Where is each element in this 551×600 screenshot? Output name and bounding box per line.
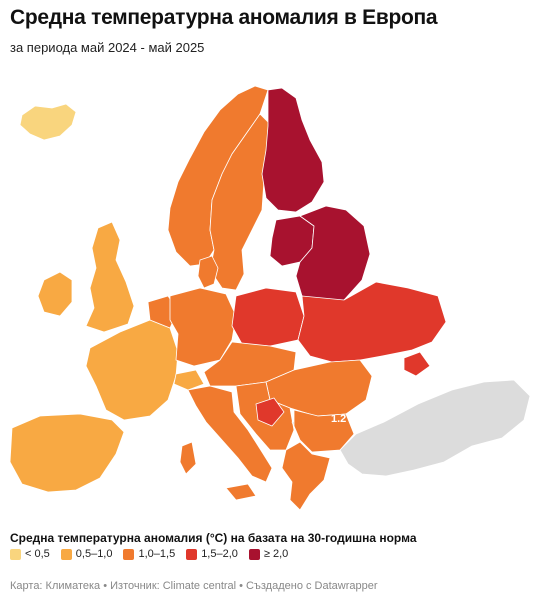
region-greece	[281, 441, 331, 511]
region-switzerland	[173, 369, 205, 391]
region-turkey	[339, 379, 531, 477]
legend-label: 1,0–1,5	[138, 548, 176, 560]
region-iberia	[9, 413, 125, 493]
legend-title: Средна температурна аномалия (°C) на баз…	[10, 531, 417, 545]
legend: < 0,5 0,5–1,0 1,0–1,5 1,5–2,0 ≥ 2,0	[10, 548, 299, 560]
region-sardinia	[179, 441, 197, 475]
region-sicily	[225, 483, 257, 501]
region-denmark	[197, 255, 219, 289]
legend-swatch-icon	[60, 548, 72, 560]
legend-swatch-icon	[123, 548, 135, 560]
region-france	[85, 319, 179, 421]
legend-label: 0,5–1,0	[75, 548, 113, 560]
europe-choropleth-map	[9, 85, 531, 511]
legend-swatch-icon	[186, 548, 198, 560]
legend-swatch-icon	[248, 548, 260, 560]
legend-item: 1,0–1,5	[123, 548, 175, 560]
region-ukraine	[297, 281, 447, 363]
legend-label: 1,5–2,0	[201, 548, 238, 560]
region-bosnia	[255, 397, 285, 427]
legend-label: < 0,5	[25, 548, 50, 560]
region-italy	[187, 385, 273, 483]
legend-item: 1,5–2,0	[186, 548, 238, 560]
legend-swatch-icon	[10, 548, 21, 560]
region-great-britain	[85, 221, 135, 333]
region-ireland	[37, 271, 73, 317]
region-finland	[261, 87, 325, 213]
legend-item: 0,5–1,0	[60, 548, 113, 560]
region-iceland	[19, 103, 77, 141]
footer-credits: Карта: Климатека • Източник: Climate cen…	[10, 580, 378, 592]
map-subtitle: за периода май 2024 - май 2025	[10, 40, 205, 55]
map-value-label: 1.2	[331, 413, 347, 425]
legend-item: ≥ 2,0	[248, 548, 289, 560]
map-title: Средна температурна аномалия в Европа	[10, 6, 438, 29]
legend-label: ≥ 2,0	[263, 548, 289, 560]
region-belarus	[295, 205, 371, 305]
legend-item: < 0,5	[10, 548, 50, 560]
region-poland	[231, 287, 305, 347]
region-crimea	[403, 351, 431, 377]
